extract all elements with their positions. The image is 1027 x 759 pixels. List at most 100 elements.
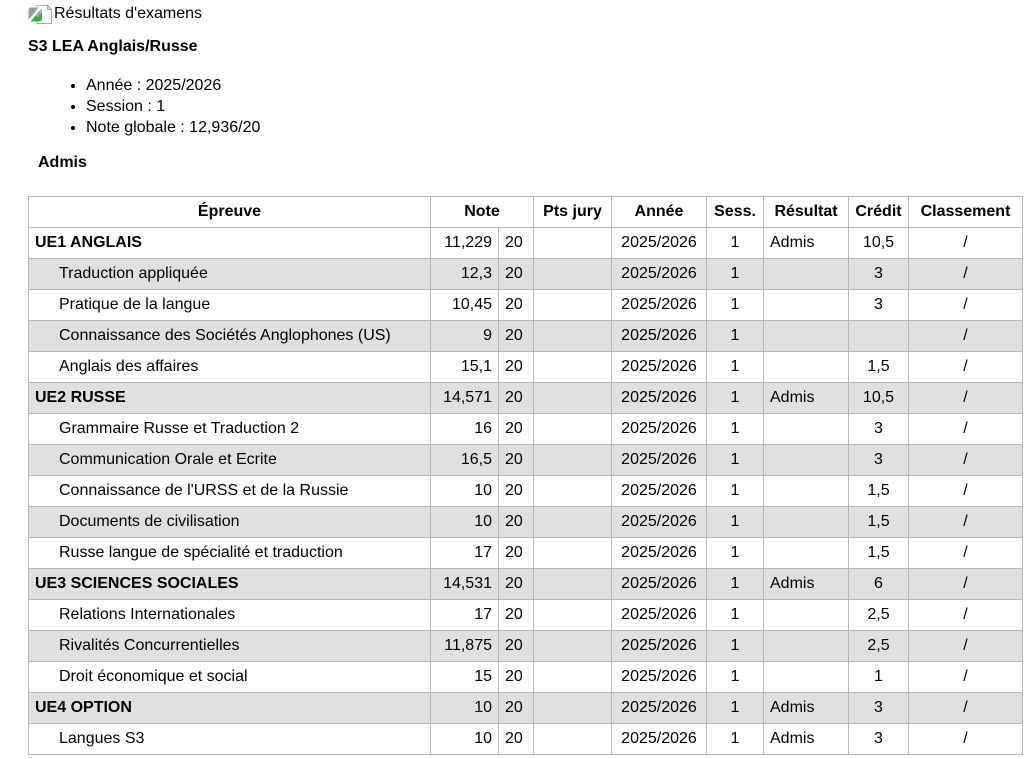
cell-credit: 1 bbox=[848, 661, 909, 693]
cell-annee: 2025/2026 bbox=[611, 289, 707, 321]
cell-classement: / bbox=[908, 382, 1023, 414]
cell-note: 14,531 bbox=[430, 568, 499, 600]
cell-bareme: 20 bbox=[498, 289, 534, 321]
cell-resultat bbox=[763, 258, 849, 290]
cell-classement: / bbox=[908, 413, 1023, 445]
cell-classement: / bbox=[908, 351, 1023, 383]
cell-credit: 1,5 bbox=[848, 475, 909, 507]
cell-bareme: 20 bbox=[498, 506, 534, 538]
cell-sess: 1 bbox=[706, 630, 764, 662]
cell-annee: 2025/2026 bbox=[611, 661, 707, 693]
table-header-row: Épreuve Note Pts jury Année Sess. Résult… bbox=[28, 196, 1023, 228]
cell-note: 12,3 bbox=[430, 258, 499, 290]
page-title: Résultats d'examens bbox=[54, 5, 203, 22]
cell-pts_jury bbox=[533, 723, 612, 755]
cell-annee: 2025/2026 bbox=[611, 723, 707, 755]
cell-epreuve: Communication Orale et Ecrite bbox=[28, 444, 431, 476]
cell-classement: / bbox=[908, 599, 1023, 631]
cell-sess: 1 bbox=[706, 599, 764, 631]
table-row: Communication Orale et Ecrite 16,5 20 2025/… bbox=[28, 444, 1023, 476]
cell-pts_jury bbox=[533, 475, 612, 507]
cell-credit: 10,5 bbox=[848, 227, 909, 259]
cell-epreuve: Russe langue de spécialité et traduction bbox=[28, 537, 431, 569]
cell-pts_jury bbox=[533, 382, 612, 414]
cell-epreuve: Anglais des affaires bbox=[28, 351, 431, 383]
diploma-title: S3 LEA Anglais/Russe bbox=[28, 38, 198, 55]
cell-sess: 1 bbox=[706, 475, 764, 507]
cell-credit: 1,5 bbox=[848, 537, 909, 569]
cell-epreuve: UE4 OPTION bbox=[28, 692, 431, 724]
cell-annee: 2025/2026 bbox=[611, 351, 707, 383]
cell-note: 14,571 bbox=[430, 382, 499, 414]
cell-pts_jury bbox=[533, 537, 612, 569]
cell-epreuve: UE2 RUSSE bbox=[28, 382, 431, 414]
cell-note: 15,1 bbox=[430, 351, 499, 383]
cell-classement: / bbox=[908, 258, 1023, 290]
cell-epreuve: Documents de civilisation bbox=[28, 506, 431, 538]
cell-credit: 6 bbox=[848, 568, 909, 600]
table-row: Grammaire Russe et Traduction 2 16 20 2025/… bbox=[28, 413, 1023, 445]
cell-credit: 3 bbox=[848, 444, 909, 476]
header-pts-jury: Pts jury bbox=[533, 196, 612, 228]
cell-annee: 2025/2026 bbox=[611, 506, 707, 538]
cell-pts_jury bbox=[533, 413, 612, 445]
table-row: Rivalités Concurrentielles 11,875 20 2025/2… bbox=[28, 630, 1023, 662]
table-row: UE3 SCIENCES SOCIALES 14,531 20 2025/2026 1 A… bbox=[28, 568, 1023, 600]
cell-bareme: 20 bbox=[498, 661, 534, 693]
table-row: Russe langue de spécialité et traduction… bbox=[28, 537, 1023, 569]
cell-bareme: 20 bbox=[498, 630, 534, 662]
table-row: Relations Internationales 17 20 2025/2026 1 2… bbox=[28, 599, 1023, 631]
cell-annee: 2025/2026 bbox=[611, 568, 707, 600]
cell-resultat bbox=[763, 506, 849, 538]
cell-sess: 1 bbox=[706, 258, 764, 290]
cell-classement: / bbox=[908, 537, 1023, 569]
cell-resultat bbox=[763, 444, 849, 476]
table-row: UE4 OPTION 10 20 2025/2026 1 Admis 3/ bbox=[28, 692, 1023, 724]
cell-annee: 2025/2026 bbox=[611, 320, 707, 352]
cell-sess: 1 bbox=[706, 723, 764, 755]
cell-pts_jury bbox=[533, 289, 612, 321]
cell-bareme: 20 bbox=[498, 227, 534, 259]
cell-bareme: 20 bbox=[498, 413, 534, 445]
cell-sess: 1 bbox=[706, 444, 764, 476]
cell-epreuve: UE3 SCIENCES SOCIALES bbox=[28, 568, 431, 600]
cell-epreuve: Connaissance de l'URSS et de la Russie bbox=[28, 475, 431, 507]
cell-bareme: 20 bbox=[498, 258, 534, 290]
page-header: Résultats d'examens bbox=[28, 2, 1027, 26]
cell-sess: 1 bbox=[706, 568, 764, 600]
cell-credit: 2,5 bbox=[848, 599, 909, 631]
cell-epreuve: Rivalités Concurrentielles bbox=[28, 630, 431, 662]
info-list: Année : 2025/2026 Session : 1 Note globa… bbox=[28, 75, 1027, 138]
cell-epreuve: Droit économique et social bbox=[28, 661, 431, 693]
cell-pts_jury bbox=[533, 320, 612, 352]
cell-annee: 2025/2026 bbox=[611, 382, 707, 414]
cell-epreuve: Relations Internationales bbox=[28, 599, 431, 631]
cell-annee: 2025/2026 bbox=[611, 630, 707, 662]
table-row: Documents de civilisation 10 20 2025/2026 1 1… bbox=[28, 506, 1023, 538]
cell-pts_jury bbox=[533, 568, 612, 600]
cell-credit: 3 bbox=[848, 289, 909, 321]
info-item-annee: Année : 2025/2026 bbox=[86, 75, 1027, 96]
cell-credit: 2,5 bbox=[848, 630, 909, 662]
cell-pts_jury bbox=[533, 692, 612, 724]
cell-classement: / bbox=[908, 475, 1023, 507]
cell-resultat bbox=[763, 413, 849, 445]
cell-annee: 2025/2026 bbox=[611, 444, 707, 476]
cell-bareme: 20 bbox=[498, 723, 534, 755]
cell-resultat: Admis bbox=[763, 568, 849, 600]
header-annee: Année bbox=[611, 196, 707, 228]
info-item-note-globale: Note globale : 12,936/20 bbox=[86, 117, 1027, 138]
cell-credit bbox=[848, 320, 909, 352]
table-row: Pratique de la langue 10,45 20 2025/2026 1 3/ bbox=[28, 289, 1023, 321]
cell-bareme: 20 bbox=[498, 599, 534, 631]
cell-note: 15 bbox=[430, 661, 499, 693]
cell-pts_jury bbox=[533, 630, 612, 662]
cell-annee: 2025/2026 bbox=[611, 692, 707, 724]
cell-sess: 1 bbox=[706, 692, 764, 724]
info-item-session: Session : 1 bbox=[86, 96, 1027, 117]
cell-note: 10 bbox=[430, 475, 499, 507]
cell-sess: 1 bbox=[706, 413, 764, 445]
table-row: Langues S3 10 20 2025/2026 1 Admis 3/ bbox=[28, 723, 1023, 755]
cell-epreuve: Langues S3 bbox=[28, 723, 431, 755]
cell-epreuve: UE1 ANGLAIS bbox=[28, 227, 431, 259]
